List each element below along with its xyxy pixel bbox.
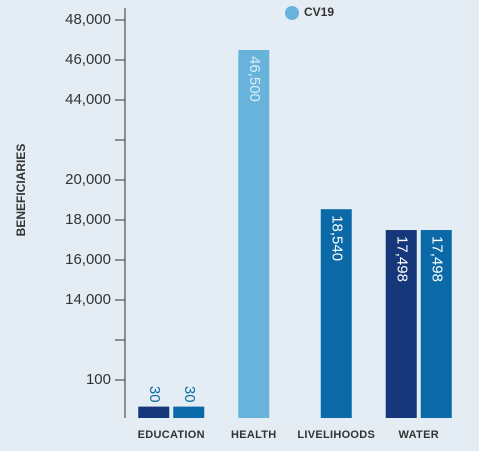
legend-swatch [285, 6, 299, 20]
y-axis-label: BENEFICIARIES [14, 144, 28, 237]
bar [173, 406, 205, 418]
y-tick-label: 18,000 [65, 211, 111, 228]
bar [320, 209, 352, 418]
bar [138, 406, 170, 418]
bar [238, 50, 270, 418]
y-tick-label: 48,000 [65, 11, 111, 28]
value-label: 30 [146, 386, 163, 403]
x-tick-label: LIVELIHOODS [297, 429, 375, 441]
y-tick-label: 20,000 [65, 171, 111, 188]
y-tick-label: 16,000 [65, 251, 111, 268]
y-tick-label: 14,000 [65, 291, 111, 308]
legend-label: CV19 [304, 5, 334, 19]
value-label: 46,500 [246, 56, 263, 102]
value-label: 17,498 [428, 236, 445, 282]
y-tick-label: 100 [86, 371, 111, 388]
y-tick-label: 44,000 [65, 91, 111, 108]
value-label: 30 [181, 386, 198, 403]
x-tick-label: EDUCATION [138, 429, 205, 441]
bar [385, 230, 417, 418]
value-label: 18,540 [328, 215, 345, 261]
bar [420, 230, 452, 418]
x-tick-label: WATER [399, 429, 439, 441]
y-tick-label: 46,000 [65, 51, 111, 68]
value-label: 17,498 [393, 236, 410, 282]
x-tick-label: HEALTH [231, 429, 277, 441]
